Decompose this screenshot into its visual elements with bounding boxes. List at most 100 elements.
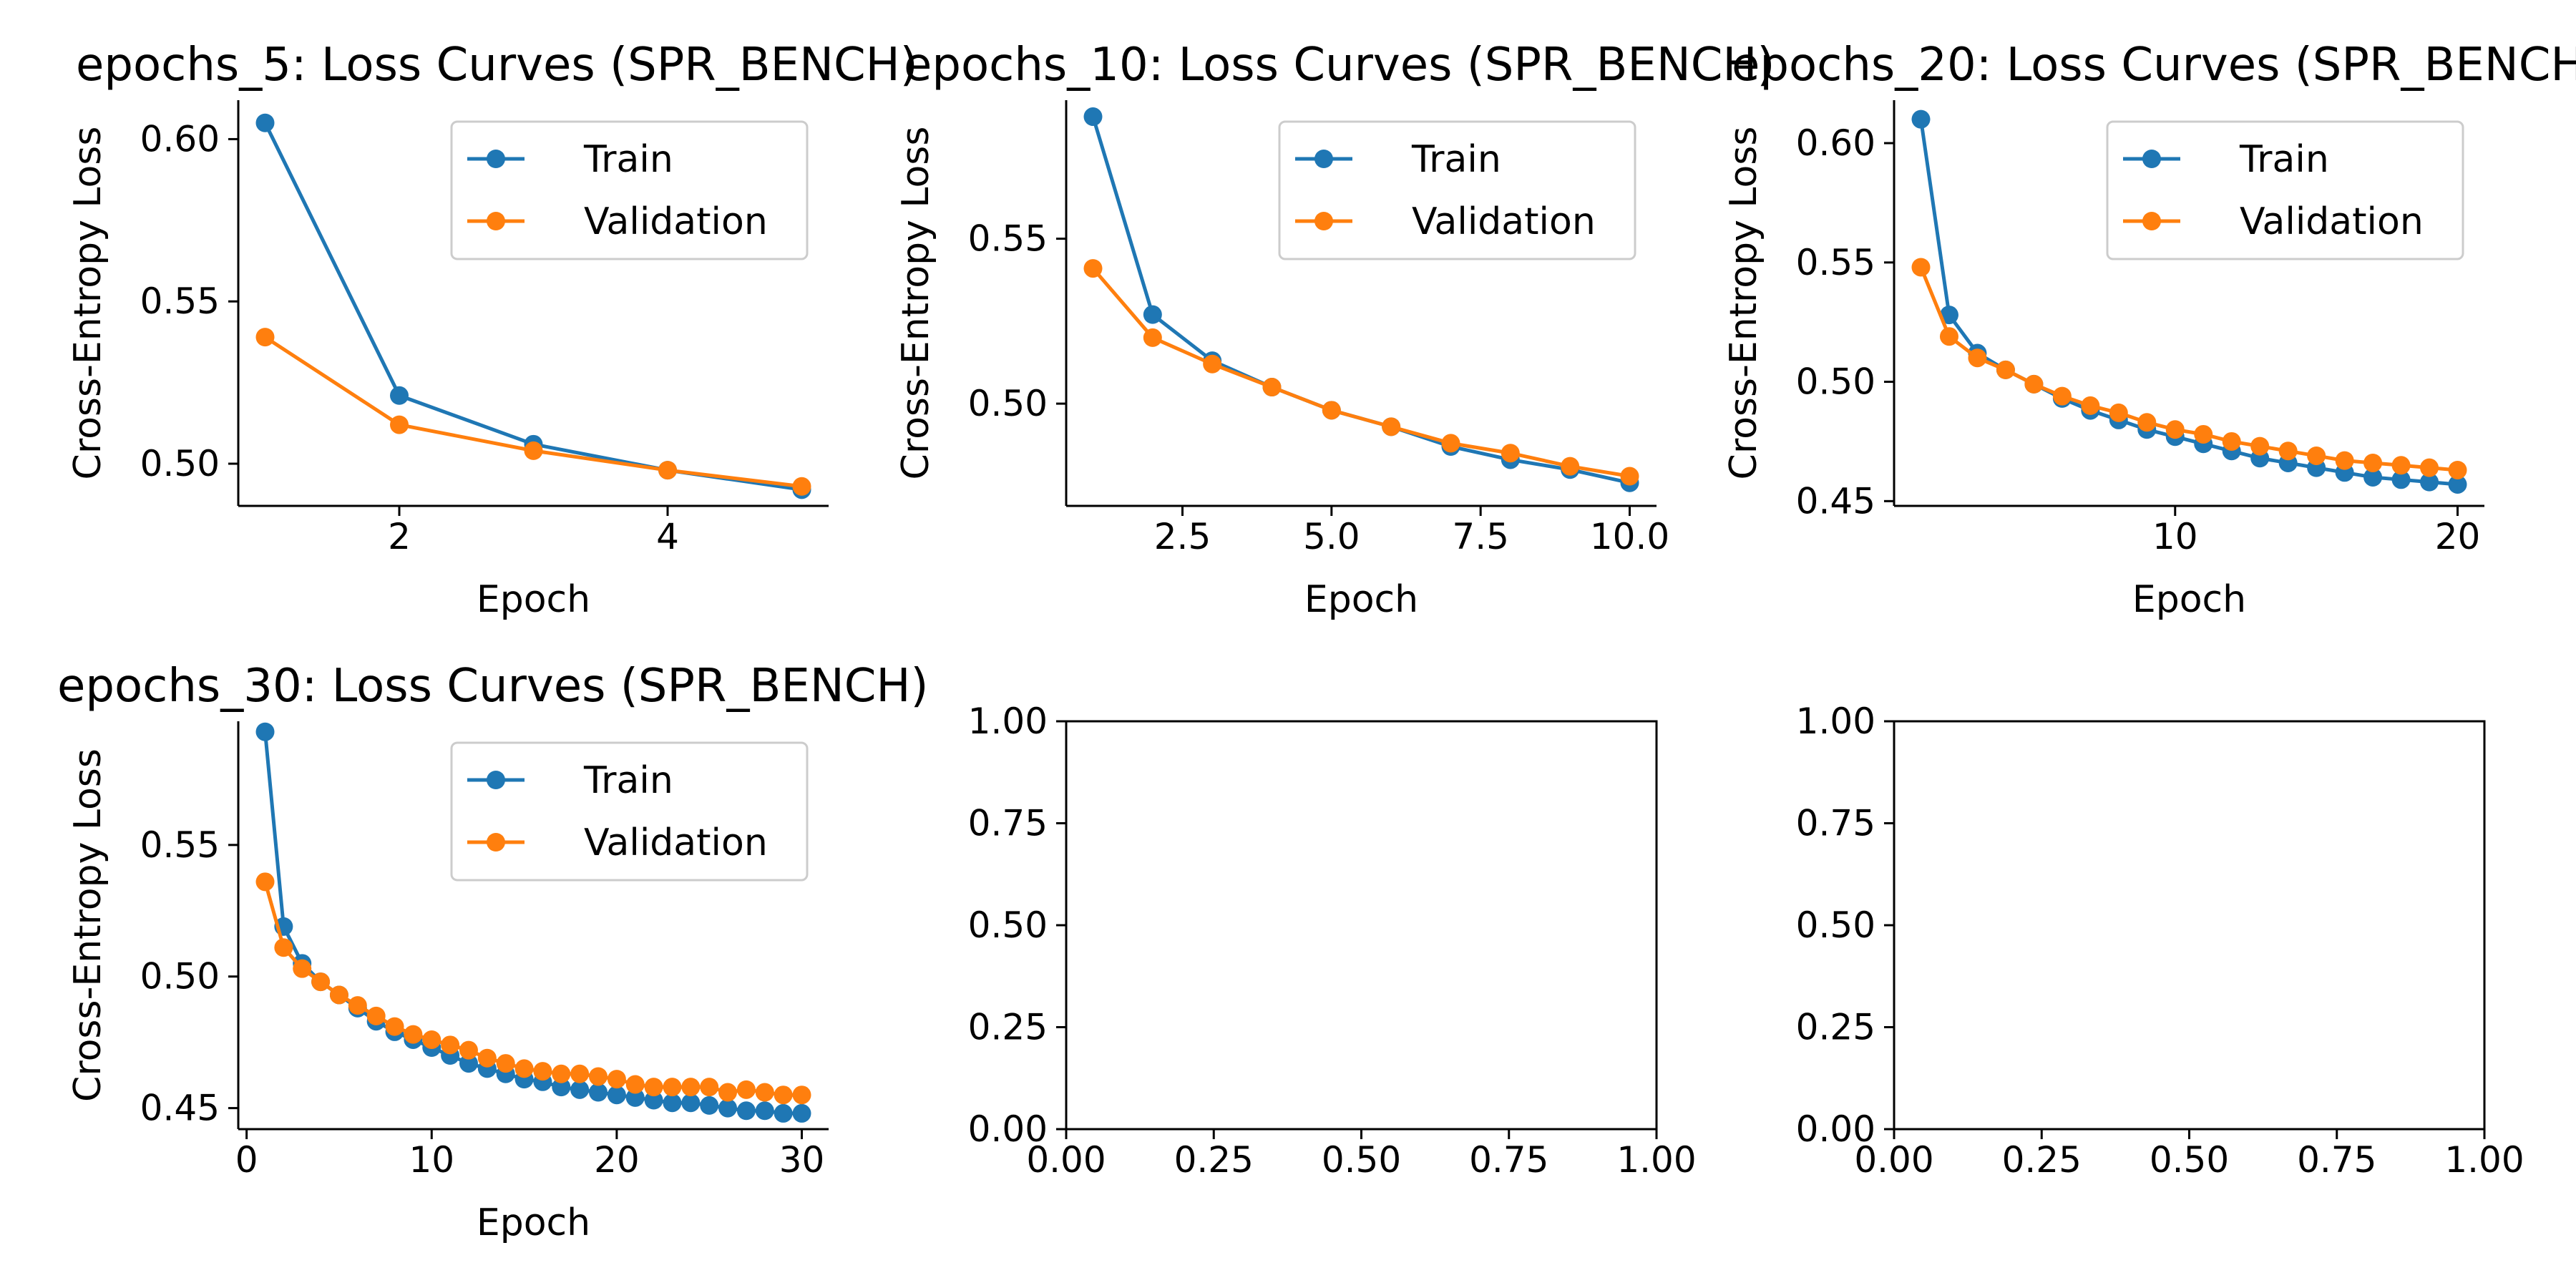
data-point-train xyxy=(2448,474,2467,494)
data-point-validation xyxy=(2391,456,2411,475)
legend: Train Validation xyxy=(450,741,809,882)
y-tick-label: 0.55 xyxy=(140,280,220,322)
data-point-validation xyxy=(700,1078,719,1097)
chart-title: epochs_30: Loss Curves (SPR_BENCH) xyxy=(57,660,928,713)
data-point-validation xyxy=(477,1048,497,1068)
y-tick-label: 0.55 xyxy=(968,218,1048,260)
x-tick-label: 0 xyxy=(235,1139,258,1181)
x-axis-label: Epoch xyxy=(1304,578,1418,621)
data-point-train xyxy=(681,1093,701,1113)
data-point-train xyxy=(736,1101,756,1121)
data-point-validation xyxy=(607,1070,626,1089)
legend-marker xyxy=(487,833,505,852)
legend: Train Validation xyxy=(450,120,809,260)
subplot-6: 0.00 0.25 0.50 0.75 1.00 0.00 0.25 0.50 0.75 1.00 xyxy=(1796,701,2524,1181)
data-point-train xyxy=(644,1091,663,1110)
chart-title: epochs_10: Loss Curves (SPR_BENCH) xyxy=(904,39,1775,92)
subplot-2: 2.5 5.0 7.5 10.0 0.50 0.55 Epoch Cross-Entropy … xyxy=(894,39,1775,621)
data-point-train xyxy=(625,1088,645,1107)
x-tick-label: 10 xyxy=(409,1139,454,1181)
x-axis-label: Epoch xyxy=(477,578,590,621)
data-point-validation xyxy=(2448,460,2467,479)
data-point-validation xyxy=(1262,378,1282,397)
data-point-validation xyxy=(348,996,367,1015)
chart-title: epochs_20: Loss Curves (SPR_BENCH) xyxy=(1732,39,2576,92)
legend-marker xyxy=(1314,150,1333,168)
y-tick-label: 0.00 xyxy=(968,1108,1048,1150)
data-point-validation xyxy=(552,1064,571,1083)
data-point-train xyxy=(792,1103,811,1123)
data-point-validation xyxy=(1561,457,1580,476)
x-tick-label: 30 xyxy=(779,1139,825,1181)
legend-frame xyxy=(2106,120,2464,260)
data-point-validation xyxy=(2420,458,2439,477)
x-tick-label: 2.5 xyxy=(1154,516,1211,557)
data-point-train xyxy=(2420,472,2439,492)
axes-frame xyxy=(1065,720,1658,1131)
data-point-train xyxy=(459,1054,478,1073)
y-tick-label: 1.00 xyxy=(968,701,1048,742)
data-point-validation xyxy=(311,972,331,992)
data-point-validation xyxy=(524,441,543,460)
data-point-train xyxy=(570,1080,590,1099)
legend-label: Validation xyxy=(584,821,768,864)
data-point-validation xyxy=(2335,451,2354,470)
x-tick-label: 0.75 xyxy=(1469,1139,1548,1181)
data-point-validation xyxy=(718,1083,738,1102)
data-point-validation xyxy=(1441,434,1460,453)
legend-frame xyxy=(450,120,809,260)
data-point-validation xyxy=(1501,444,1520,463)
data-point-train xyxy=(1143,305,1162,324)
data-point-validation xyxy=(736,1080,756,1099)
data-point-train xyxy=(2363,467,2383,487)
y-axis-label: Cross-Entropy Loss xyxy=(894,127,937,480)
legend-label: Validation xyxy=(2240,200,2424,243)
x-tick-label: 20 xyxy=(2435,516,2481,557)
y-tick-label: 0.50 xyxy=(1796,361,1875,403)
x-tick-label: 7.5 xyxy=(1452,516,1509,557)
data-point-train xyxy=(255,113,275,132)
data-point-validation xyxy=(2137,413,2157,432)
data-point-validation xyxy=(404,1025,423,1044)
x-axis-label: Epoch xyxy=(477,1201,590,1244)
x-tick-label: 5.0 xyxy=(1303,516,1360,557)
x-tick-label: 1.00 xyxy=(2444,1139,2524,1181)
legend-frame xyxy=(450,741,809,882)
y-tick-label: 0.25 xyxy=(1796,1007,1875,1048)
y-tick-label: 0.45 xyxy=(1796,480,1875,522)
data-point-validation xyxy=(2363,453,2383,472)
y-tick-label: 0.75 xyxy=(1796,803,1875,844)
data-point-validation xyxy=(1996,360,2015,379)
data-point-train xyxy=(390,386,409,405)
x-tick-label: 2 xyxy=(388,516,411,557)
data-point-train xyxy=(1911,109,1931,129)
legend: Train Validation xyxy=(1278,120,1636,260)
legend-label: Validation xyxy=(1412,200,1596,243)
legend-marker xyxy=(2142,212,2161,230)
data-point-validation xyxy=(2222,431,2241,451)
legend-marker xyxy=(2142,150,2161,168)
data-point-validation xyxy=(2052,386,2072,406)
data-point-validation xyxy=(755,1083,774,1102)
data-point-train xyxy=(1939,306,1958,325)
data-point-validation xyxy=(441,1035,460,1055)
data-point-validation xyxy=(2278,441,2298,461)
data-point-validation xyxy=(274,938,293,957)
legend-label: Train xyxy=(583,138,673,181)
data-point-validation xyxy=(459,1040,478,1060)
axes-frame xyxy=(1893,720,2486,1131)
data-point-validation xyxy=(2194,424,2213,444)
legend-label: Train xyxy=(583,759,673,802)
data-point-validation xyxy=(422,1030,441,1049)
y-tick-label: 0.45 xyxy=(140,1088,220,1129)
data-point-validation xyxy=(514,1059,534,1078)
data-point-validation xyxy=(2024,374,2044,394)
data-point-train xyxy=(700,1096,719,1115)
x-tick-label: 0.75 xyxy=(2297,1139,2376,1181)
data-point-validation xyxy=(329,985,348,1005)
y-axis-label: Cross-Entropy Loss xyxy=(67,748,109,1102)
data-point-train xyxy=(2391,470,2411,489)
y-tick-label: 0.25 xyxy=(968,1007,1048,1048)
legend-marker xyxy=(487,771,505,789)
